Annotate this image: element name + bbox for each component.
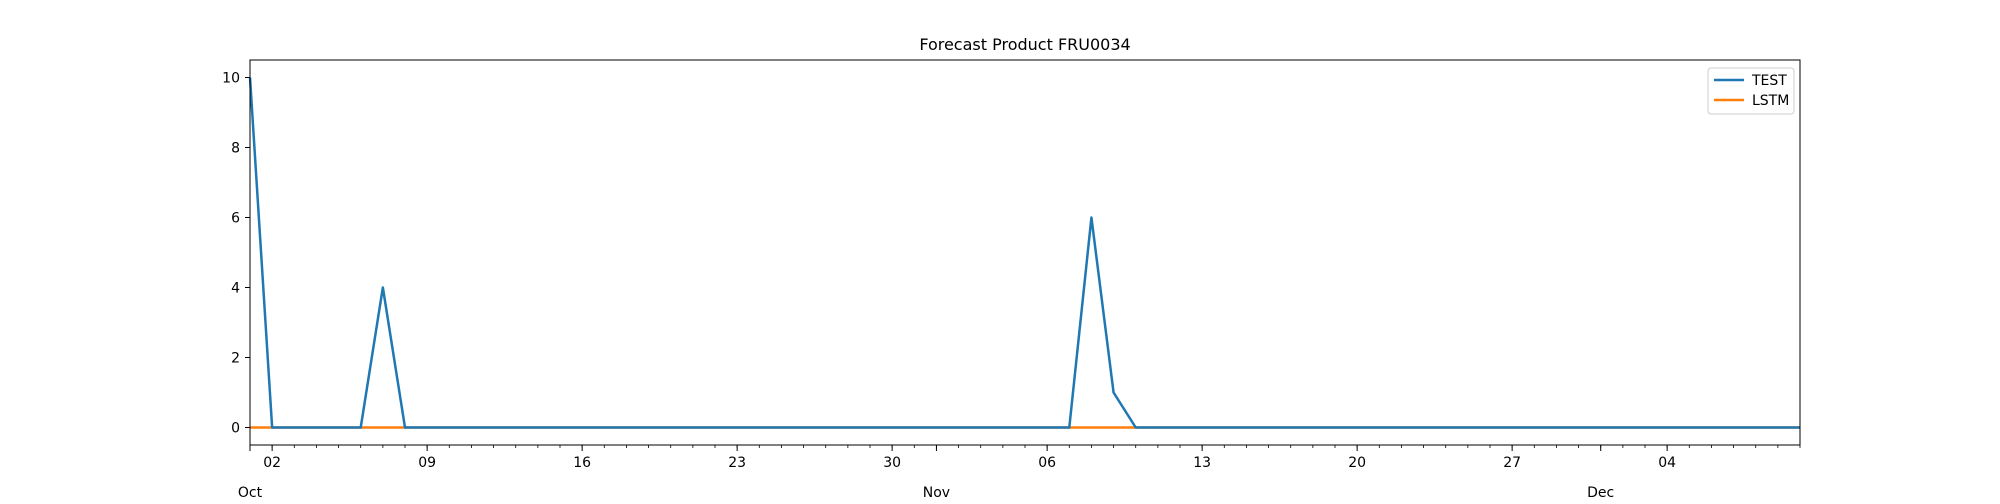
- x-tick-label: 20: [1348, 455, 1366, 471]
- x-tick-label: 13: [1193, 455, 1211, 471]
- plot-frame: [249, 59, 1801, 446]
- x-tick-label: 09: [418, 455, 436, 471]
- legend-label-test: TEST: [1751, 73, 1787, 89]
- legend-label-lstm: LSTM: [1752, 93, 1789, 109]
- x-tick-label: 04: [1658, 455, 1676, 471]
- x-tick-label: 06: [1038, 455, 1056, 471]
- x-tick-label: 23: [728, 455, 746, 471]
- y-tick-label: 4: [231, 281, 240, 297]
- x-tick-label: 27: [1503, 455, 1521, 471]
- x-month-label: Nov: [923, 485, 950, 500]
- x-tick-label: 16: [573, 455, 591, 471]
- y-tick-label: 10: [222, 71, 240, 87]
- series-layer: [248, 77, 1800, 429]
- x-tick-label: 30: [883, 455, 901, 471]
- x-tick-label: 02: [263, 455, 281, 471]
- x-month-label: Oct: [238, 485, 263, 500]
- chart-title: Forecast Product FRU0034: [919, 35, 1130, 54]
- y-tick-label: 8: [231, 141, 240, 157]
- series-line-test: [248, 77, 1800, 429]
- legend: TEST LSTM: [1707, 67, 1795, 115]
- x-month-label: Dec: [1587, 485, 1614, 500]
- y-tick-label: 2: [231, 351, 240, 367]
- y-tick-label: 0: [231, 421, 240, 437]
- y-tick-label: 6: [231, 211, 240, 227]
